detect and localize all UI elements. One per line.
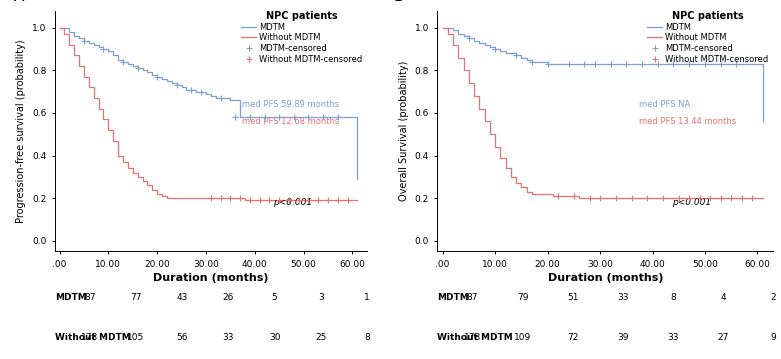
Text: 9: 9 (770, 333, 776, 342)
Text: p<0.001: p<0.001 (672, 199, 711, 208)
Text: 43: 43 (177, 293, 188, 303)
Text: 39: 39 (617, 333, 629, 342)
Text: 30: 30 (269, 333, 280, 342)
Text: 27: 27 (718, 333, 729, 342)
Text: med PFS 13.44 months: med PFS 13.44 months (639, 117, 736, 126)
Text: 87: 87 (467, 293, 478, 303)
Text: 3: 3 (318, 293, 324, 303)
Text: MDTM: MDTM (437, 293, 469, 303)
Text: Without MDTM: Without MDTM (55, 333, 130, 342)
Text: 79: 79 (517, 293, 529, 303)
Text: 105: 105 (127, 333, 144, 342)
Text: med PFS 59.89 months: med PFS 59.89 months (242, 100, 339, 109)
Text: 72: 72 (567, 333, 579, 342)
Text: A: A (14, 0, 24, 4)
Text: p<0.001: p<0.001 (273, 199, 312, 208)
Text: 33: 33 (223, 333, 234, 342)
Text: 5: 5 (272, 293, 277, 303)
Text: 77: 77 (130, 293, 142, 303)
X-axis label: Duration (months): Duration (months) (153, 273, 269, 283)
Text: 26: 26 (223, 293, 234, 303)
X-axis label: Duration (months): Duration (months) (547, 273, 663, 283)
Text: med PFS 12.68 months: med PFS 12.68 months (242, 117, 340, 126)
Text: MDTM: MDTM (55, 293, 87, 303)
Legend: MDTM, Without MDTM, MDTM-censored, Without MDTM-censored: MDTM, Without MDTM, MDTM-censored, Witho… (647, 10, 769, 65)
Text: 4: 4 (720, 293, 726, 303)
Y-axis label: Progression-free survival (probability): Progression-free survival (probability) (16, 39, 27, 223)
Text: 51: 51 (567, 293, 579, 303)
Text: 8: 8 (670, 293, 676, 303)
Text: B: B (394, 0, 405, 4)
Text: 87: 87 (84, 293, 95, 303)
Text: 25: 25 (316, 333, 326, 342)
Text: Without MDTM: Without MDTM (437, 333, 513, 342)
Text: 109: 109 (514, 333, 531, 342)
Text: 33: 33 (667, 333, 679, 342)
Text: 1: 1 (364, 293, 370, 303)
Text: med PFS NA: med PFS NA (639, 100, 690, 109)
Text: 33: 33 (617, 293, 629, 303)
Y-axis label: Overall Survival (probability): Overall Survival (probability) (399, 61, 409, 201)
Text: 178: 178 (81, 333, 98, 342)
Text: 2: 2 (770, 293, 776, 303)
Text: 56: 56 (177, 333, 188, 342)
Text: 8: 8 (364, 333, 370, 342)
Legend: MDTM, Without MDTM, MDTM-censored, Without MDTM-censored: MDTM, Without MDTM, MDTM-censored, Witho… (241, 10, 363, 65)
Text: 178: 178 (464, 333, 481, 342)
